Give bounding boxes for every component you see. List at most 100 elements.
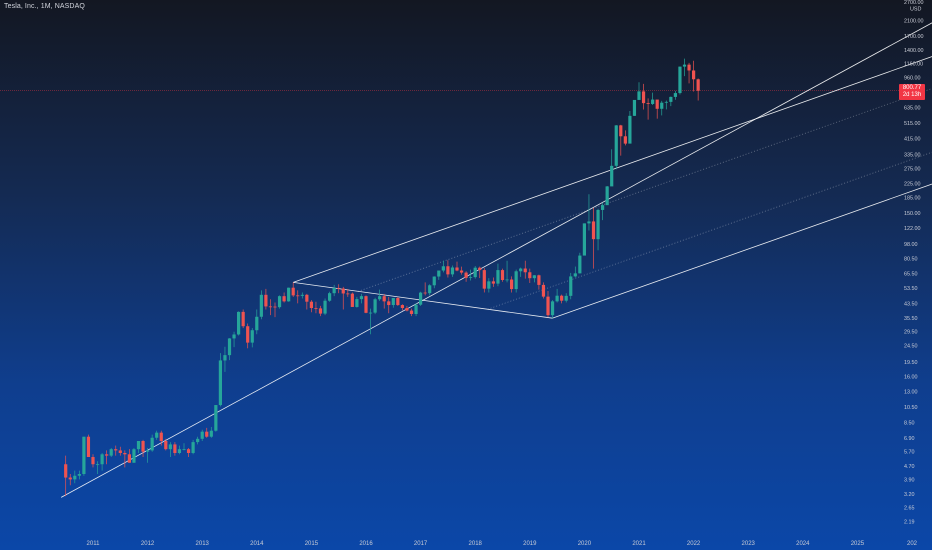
candle <box>646 98 650 120</box>
candle-body <box>669 96 673 102</box>
candle <box>673 90 677 100</box>
candle <box>218 353 222 407</box>
candle-body <box>405 308 409 311</box>
candle-body <box>487 281 491 289</box>
y-tick-label: 8.50 <box>904 421 915 427</box>
candle-body <box>505 279 509 281</box>
candle-body <box>296 295 300 297</box>
candle <box>368 308 373 335</box>
candle <box>660 100 664 116</box>
candle-body <box>218 360 222 406</box>
candle-body <box>482 270 486 289</box>
y-tick-label: 415.00 <box>904 137 921 143</box>
candle <box>177 445 182 455</box>
candle <box>309 300 313 313</box>
candle <box>414 303 418 317</box>
candle <box>209 426 213 438</box>
candle-body <box>514 271 518 290</box>
y-tick-label: 6.90 <box>904 436 915 442</box>
candle <box>291 282 295 297</box>
candle-body <box>632 99 637 116</box>
candle-body <box>519 268 523 272</box>
candle-body <box>164 440 168 450</box>
candle-body <box>582 223 586 256</box>
candle <box>359 293 364 304</box>
candle <box>227 338 232 361</box>
candle <box>391 298 395 308</box>
x-tick-label: 2017 <box>414 541 428 547</box>
candle <box>378 289 382 301</box>
candle <box>323 298 327 316</box>
candle <box>587 194 591 231</box>
candle <box>523 260 527 279</box>
candle <box>637 82 641 100</box>
candle-body <box>382 296 386 302</box>
y-tick-label: 2700.00 <box>904 0 924 6</box>
candle <box>478 266 482 279</box>
candle <box>277 295 282 309</box>
channel-upper-mid-line <box>357 88 932 292</box>
candle <box>428 284 432 296</box>
price-axis[interactable]: 2700.00 2100.00 1700.00 1400.00 1160.00 960.0… <box>904 0 924 526</box>
candle <box>446 260 450 278</box>
candle <box>687 62 691 84</box>
candle <box>150 434 154 452</box>
candle-body <box>441 266 445 271</box>
candle <box>432 276 436 289</box>
candle-body <box>173 444 177 453</box>
y-tick-label: 29.50 <box>904 330 918 336</box>
candle-body <box>364 296 368 313</box>
candle-body <box>341 288 345 294</box>
candle-body <box>359 296 364 300</box>
candle <box>555 288 559 303</box>
candle-body <box>469 277 473 278</box>
candle <box>186 447 191 458</box>
candle-body <box>255 316 259 331</box>
candle-body <box>637 91 641 100</box>
y-tick-label: 2100.00 <box>904 18 924 24</box>
candle <box>346 288 350 297</box>
x-tick-label: 2013 <box>196 541 210 547</box>
candle <box>164 438 168 451</box>
x-tick-label: 2015 <box>305 541 319 547</box>
candle <box>537 274 541 290</box>
candle <box>287 287 291 302</box>
candle <box>696 78 700 101</box>
candle-body <box>569 276 573 296</box>
x-tick-label: 2020 <box>578 541 592 547</box>
candle-body <box>141 440 145 452</box>
channel-lower-mid-line <box>487 151 932 310</box>
candle-body <box>510 279 514 290</box>
candle <box>382 293 386 309</box>
candle <box>100 452 104 471</box>
candle <box>337 284 341 294</box>
candle <box>632 99 637 117</box>
y-tick-label: 1400.00 <box>904 48 924 54</box>
candle-body <box>282 296 286 302</box>
candle-body <box>541 284 546 297</box>
candle <box>532 275 536 283</box>
candle-body <box>500 270 505 280</box>
candle-body <box>350 293 354 307</box>
time-axis[interactable]: 2011 2012 2013 2014 2015 2016 2017 2018 2019 2020… <box>87 541 918 547</box>
y-tick-label: 225.00 <box>904 181 921 187</box>
candle <box>237 311 241 336</box>
candle-body <box>623 136 627 144</box>
candle <box>664 100 668 110</box>
x-tick-label: 2021 <box>632 541 646 547</box>
candle <box>264 288 268 310</box>
candle <box>196 436 200 445</box>
candle-body <box>564 295 568 301</box>
candle-body <box>223 355 227 361</box>
candle-body <box>268 306 273 308</box>
candle <box>118 446 122 456</box>
y-tick-label: 1160.00 <box>904 62 923 68</box>
candle-body <box>491 281 495 284</box>
candle-body <box>191 442 195 453</box>
candle <box>123 450 127 468</box>
candle <box>109 447 113 458</box>
candle <box>387 296 391 314</box>
candle <box>250 328 254 348</box>
